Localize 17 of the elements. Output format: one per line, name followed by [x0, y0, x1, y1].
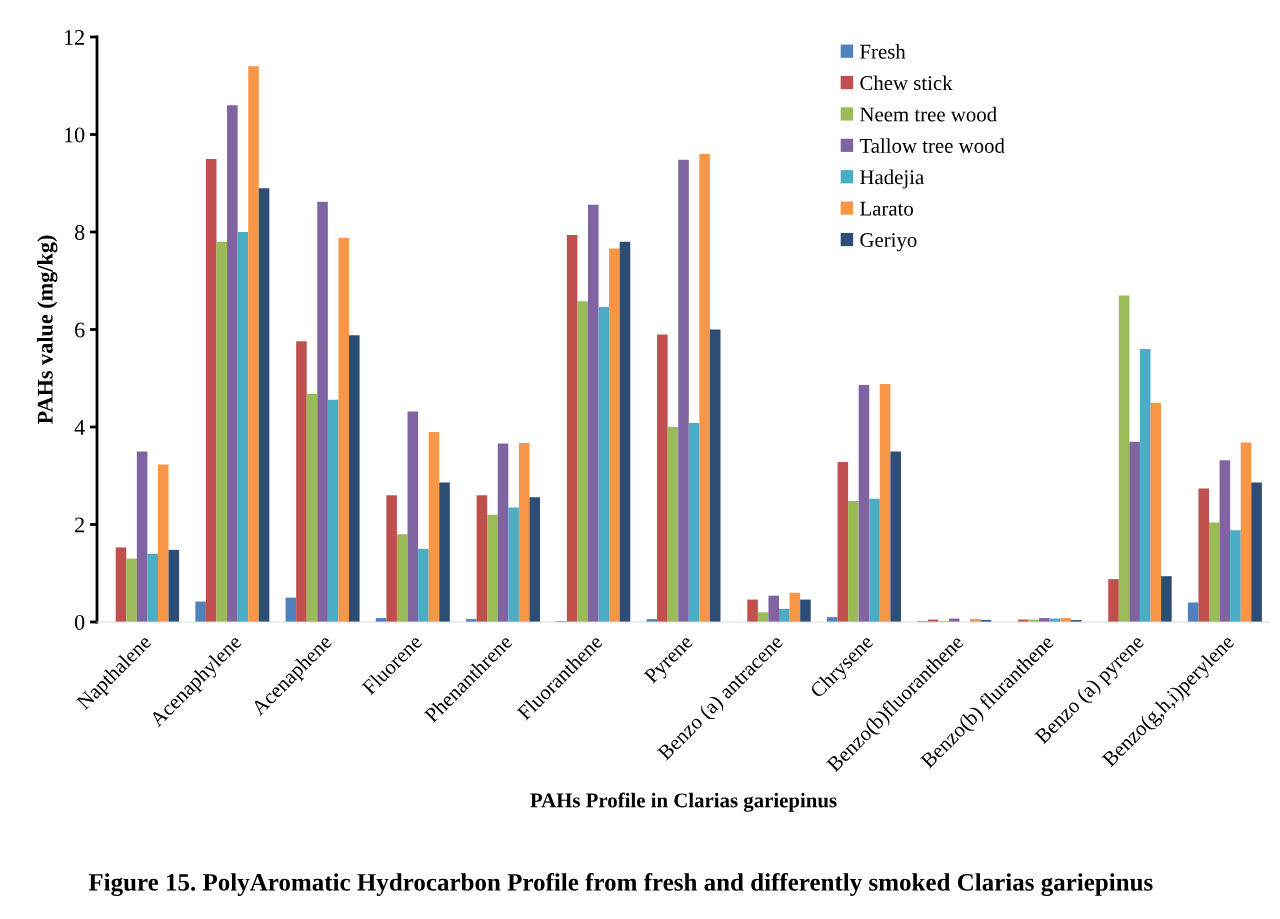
legend-label: Neem tree wood [860, 106, 997, 122]
y-tick-label: 6 [75, 322, 85, 338]
legend-label: Fresh [860, 44, 906, 59]
y-tick-label: 12 [64, 29, 84, 45]
text: Figure 15. PolyAromatic Hydrocarbon Profile from fresh and differently smoked Clarias gariepinus [88, 872, 1153, 897]
y-tick-label: 0 [74, 614, 85, 630]
legend-label: Larato [860, 201, 913, 216]
legend-label: Hadejia [860, 169, 924, 189]
legend-label: Geriyo [860, 233, 917, 252]
legend-label: Tallow tree wood [859, 138, 1005, 153]
y-tick-label: 4 [74, 420, 85, 435]
y-axis-title: PAHs value (mg/kg) [37, 235, 58, 424]
y-tick-label: 10 [64, 127, 85, 143]
x-axis-title: PAHs Profile in Clarias gariepinus [530, 792, 837, 812]
y-tick-label: 8 [74, 224, 85, 240]
y-tick-label: 2 [75, 517, 84, 533]
legend-label: Chew stick [860, 75, 953, 91]
